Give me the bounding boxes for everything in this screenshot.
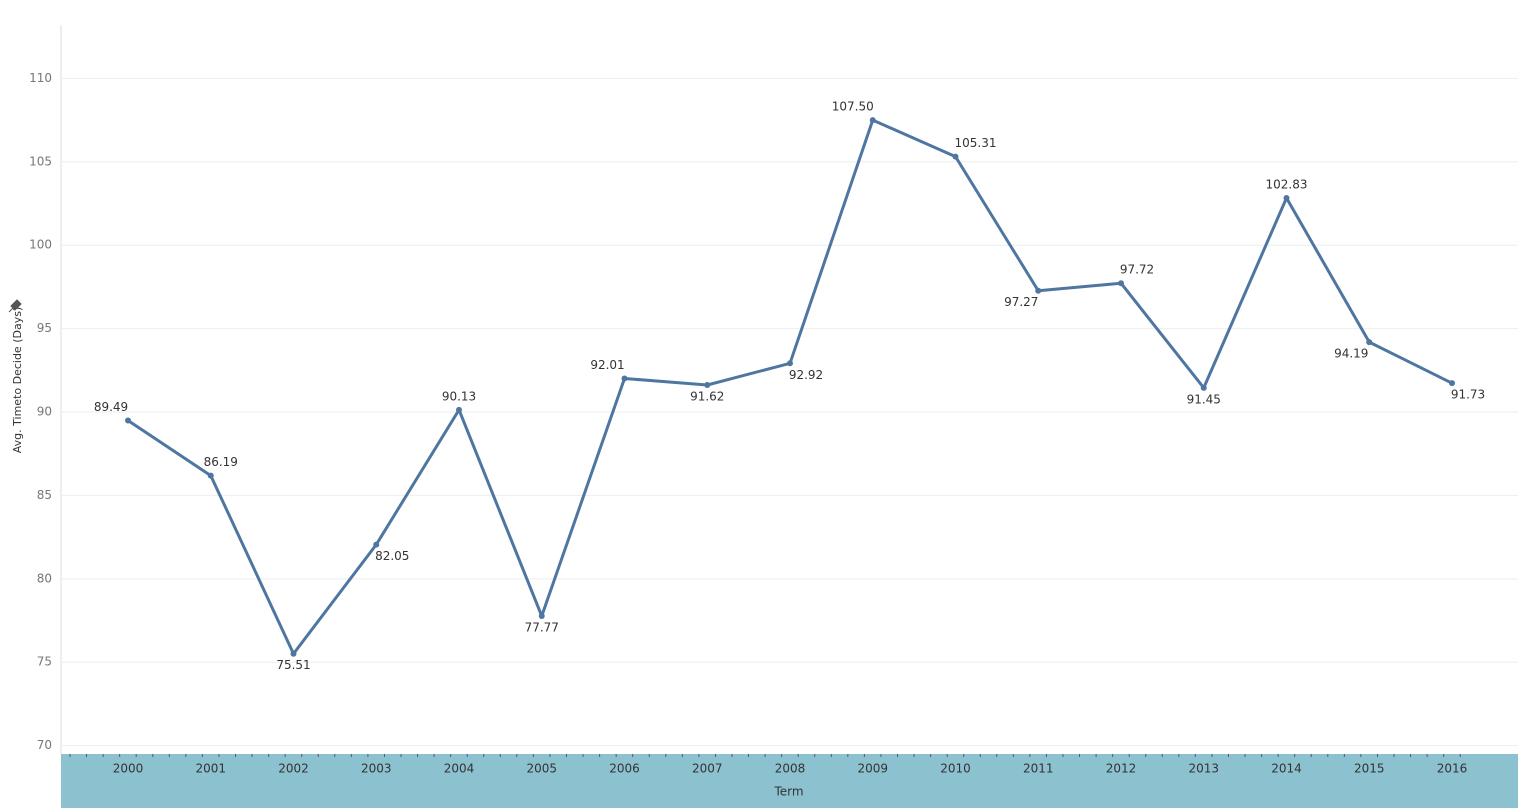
data-label: 86.19: [204, 455, 238, 469]
line: [127, 118, 1453, 656]
x-tick-label: 2011: [1023, 762, 1054, 776]
data-label: 75.51: [276, 658, 310, 672]
x-tick-label: 2005: [526, 762, 557, 776]
x-tick-label: 2008: [775, 762, 806, 776]
x-tick-label: 2004: [444, 762, 475, 776]
x-tick-label: 2003: [361, 762, 392, 776]
point: [787, 360, 793, 367]
data-label: 97.27: [1004, 295, 1038, 309]
point: [1118, 280, 1124, 287]
x-tick-label: 2002: [278, 762, 309, 776]
point: [1449, 380, 1455, 387]
y-axis-title: Avg. Timeto Decide (Days): [11, 307, 24, 453]
point: [869, 117, 876, 124]
y-tick-label: 110: [29, 71, 52, 85]
point: [373, 541, 380, 548]
point: [1283, 194, 1290, 201]
y-tick-label: 80: [37, 571, 52, 585]
x-axis-title: Term: [773, 785, 803, 799]
x-tick-label: 2013: [1188, 762, 1219, 776]
x-tick-label: 2012: [1106, 762, 1137, 776]
y-tick-label: 90: [37, 405, 52, 419]
x-tick-label: 2009: [857, 762, 888, 776]
y-tick-label: 100: [29, 238, 52, 252]
data-label: 91.73: [1451, 388, 1485, 402]
pin-icon: [8, 299, 22, 313]
y-tick-label: 70: [37, 738, 52, 752]
data-label: 97.72: [1120, 263, 1154, 277]
y-tick-label: 85: [37, 488, 52, 502]
data-label: 91.45: [1187, 392, 1221, 406]
x-tick-label: 2001: [195, 762, 226, 776]
data-label: 107.50: [832, 100, 874, 114]
data-label: 77.77: [525, 621, 559, 635]
x-tick-label: 2010: [940, 762, 971, 776]
data-label: 90.13: [442, 389, 476, 403]
data-label: 89.49: [94, 400, 128, 414]
point: [1200, 384, 1207, 391]
point: [207, 472, 214, 479]
point: [290, 650, 297, 657]
data-label: 92.01: [590, 358, 624, 372]
y-tick-label: 75: [37, 655, 52, 669]
x-axis-band: [61, 754, 1518, 808]
point: [538, 613, 545, 620]
x-tick-label: 2007: [692, 762, 723, 776]
x-tick-label: 2014: [1271, 762, 1302, 776]
point: [1035, 287, 1042, 294]
point: [952, 153, 959, 160]
point: [1366, 339, 1373, 346]
x-tick-label: 2000: [113, 762, 144, 776]
data-label: 102.83: [1266, 177, 1308, 191]
point: [704, 381, 711, 388]
point: [621, 375, 628, 382]
data-label: 94.19: [1334, 347, 1368, 361]
point: [125, 417, 131, 424]
x-tick-label: 2016: [1437, 762, 1468, 776]
x-tick-label: 2015: [1354, 762, 1385, 776]
data-label: 82.05: [375, 549, 409, 563]
data-label: 105.31: [955, 136, 997, 150]
y-tick-label: 95: [37, 321, 52, 335]
point: [456, 406, 462, 413]
x-tick-label: 2006: [609, 762, 640, 776]
data-label: 91.62: [690, 389, 724, 403]
y-tick-label: 105: [29, 154, 52, 168]
data-label: 92.92: [789, 368, 823, 382]
